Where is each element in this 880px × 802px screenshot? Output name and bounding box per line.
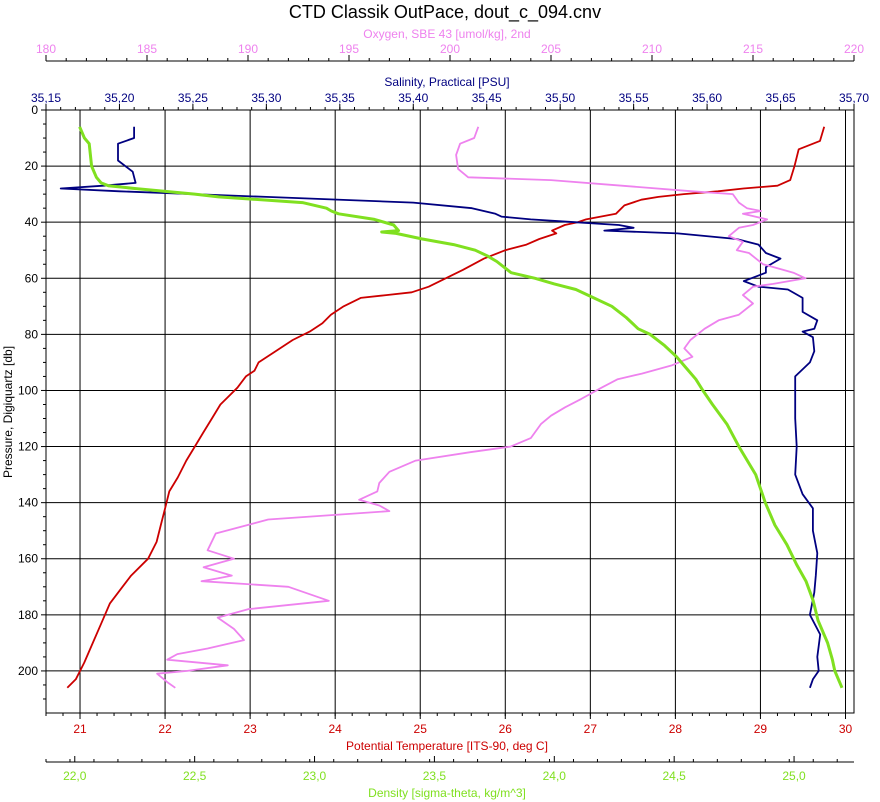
salinity-tick-label-10: 35,65	[766, 91, 796, 105]
salinity-tick-label-4: 35,35	[325, 91, 355, 105]
pressure-axis-title: Pressure, Digiquartz [db]	[1, 346, 15, 478]
temperature-tick-label-2: 23	[243, 722, 257, 736]
temperature-axis-title: Potential Temperature [ITS-90, deg C]	[346, 739, 548, 753]
series-line-oxygen	[156, 126, 807, 689]
series-line-salinity	[59, 126, 822, 689]
temperature-tick-label-7: 28	[669, 722, 683, 736]
pressure-tick-label-3: 60	[25, 271, 39, 285]
temperature-tick-label-0: 21	[73, 722, 87, 736]
salinity-tick-label-8: 35,55	[619, 91, 649, 105]
density-tick-label-2: 23,0	[303, 769, 327, 783]
salinity-tick-label-3: 35,30	[251, 91, 281, 105]
salinity-tick-label-11: 35,70	[839, 91, 869, 105]
salinity-tick-label-2: 35,25	[178, 91, 208, 105]
oxygen-tick-label-7: 215	[743, 42, 763, 56]
temperature-tick-label-9: 30	[839, 722, 853, 736]
salinity-tick-label-0: 35,15	[31, 91, 61, 105]
temperature-tick-label-8: 29	[754, 722, 768, 736]
salinity-axis-title: Salinity, Practical [PSU]	[384, 75, 509, 89]
pressure-tick-label-10: 200	[18, 664, 38, 678]
grid-lines	[46, 110, 854, 713]
chart-title: CTD Classik OutPace, dout_c_094.cnv	[289, 2, 601, 23]
oxygen-tick-label-1: 185	[137, 42, 157, 56]
pressure-tick-label-6: 120	[18, 440, 38, 454]
pressure-tick-label-8: 160	[18, 552, 38, 566]
oxygen-tick-label-2: 190	[238, 42, 258, 56]
oxygen-tick-label-4: 200	[440, 42, 460, 56]
temperature-tick-label-4: 25	[414, 722, 428, 736]
oxygen-axis-title: Oxygen, SBE 43 [umol/kg], 2nd	[363, 27, 530, 41]
oxygen-tick-label-6: 210	[642, 42, 662, 56]
salinity-tick-label-6: 35,45	[472, 91, 502, 105]
pressure-tick-label-7: 140	[18, 496, 38, 510]
pressure-tick-label-2: 40	[25, 215, 39, 229]
salinity-tick-label-5: 35,40	[398, 91, 428, 105]
density-tick-label-6: 25,0	[782, 769, 806, 783]
series-line-potential-temperature	[66, 126, 826, 689]
pressure-tick-label-1: 20	[25, 159, 39, 173]
pressure-tick-label-9: 180	[18, 608, 38, 622]
salinity-tick-label-1: 35,20	[104, 91, 134, 105]
axes-layer: 0 20 40 60 80 100 120 140 160 180 200 180 185 190 195 2…	[18, 42, 869, 783]
salinity-tick-label-7: 35,50	[545, 91, 575, 105]
temperature-tick-label-1: 22	[158, 722, 172, 736]
temperature-tick-label-3: 24	[328, 722, 342, 736]
series-layer	[59, 126, 844, 689]
density-tick-label-4: 24,0	[543, 769, 567, 783]
pressure-tick-label-5: 100	[18, 383, 38, 397]
density-tick-label-3: 23,5	[423, 769, 447, 783]
oxygen-tick-label-0: 180	[36, 42, 56, 56]
plot-frame	[45, 109, 855, 714]
oxygen-tick-label-8: 220	[844, 42, 864, 56]
temperature-tick-label-5: 26	[499, 722, 513, 736]
oxygen-tick-label-3: 195	[339, 42, 359, 56]
salinity-tick-label-9: 35,60	[692, 91, 722, 105]
pressure-tick-label-0: 0	[31, 103, 38, 117]
density-tick-label-0: 22,0	[63, 769, 87, 783]
pressure-tick-label-4: 80	[25, 327, 39, 341]
density-axis-title: Density [sigma-theta, kg/m^3]	[368, 786, 526, 800]
density-tick-label-1: 22,5	[183, 769, 207, 783]
oxygen-tick-label-5: 205	[541, 42, 561, 56]
temperature-tick-label-6: 27	[584, 722, 598, 736]
series-line-density	[78, 126, 844, 689]
density-tick-label-5: 24,5	[662, 769, 686, 783]
